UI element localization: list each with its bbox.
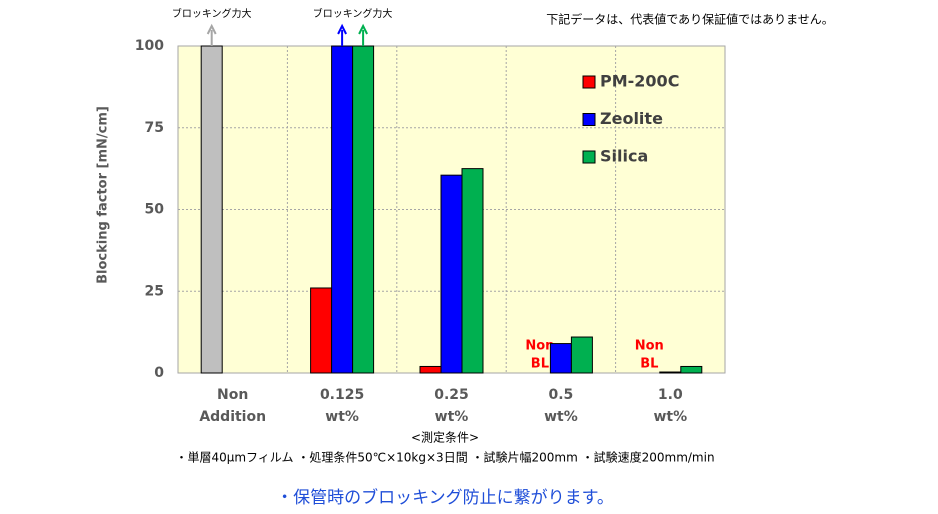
note: 下記データは、代表値であり保証値ではありません。 — [546, 12, 834, 27]
value-label: BL — [640, 357, 658, 372]
bar — [419, 365, 442, 374]
value-label: Non — [635, 339, 664, 354]
y-tick-label: 75 — [145, 120, 164, 136]
x-tick-label: 0.5 — [548, 387, 573, 403]
y-tick-label: 50 — [145, 202, 165, 218]
y-tick-label: 0 — [154, 365, 164, 381]
x-tick-label: wt% — [653, 409, 687, 425]
bar — [310, 287, 333, 374]
legend-label: Zeolite — [600, 109, 663, 128]
legend-swatch — [582, 113, 596, 126]
conditions: ・単層40µmフィルム ・処理条件50℃×10kg×3日間 ・試験片幅200mm… — [175, 450, 714, 465]
annotation: ブロッキング力大 — [172, 7, 252, 20]
bar — [352, 45, 375, 374]
arrow-head — [206, 23, 217, 35]
x-tick-label: 1.0 — [658, 387, 683, 403]
x-tick-label: 0.25 — [434, 387, 469, 403]
bar — [659, 371, 682, 374]
bar — [331, 45, 354, 374]
y-tick-label: 100 — [135, 38, 164, 54]
value-label: Non — [525, 339, 554, 354]
bar — [440, 174, 463, 374]
bar — [200, 45, 223, 374]
x-tick-label: wt% — [544, 409, 578, 425]
bar — [570, 336, 593, 374]
legend-label: Silica — [600, 147, 648, 166]
x-tick-label: Addition — [199, 409, 266, 425]
y-tick-label: 25 — [145, 283, 164, 299]
arrow-head — [337, 23, 347, 35]
bar — [680, 365, 703, 374]
x-axis-title: <測定条件> — [411, 430, 479, 445]
arrow-head — [358, 23, 368, 35]
legend-label: PM-200C — [600, 72, 679, 91]
footer: ・保管時のブロッキング防止に繋がります。 — [276, 487, 614, 508]
annotation: ブロッキング力大 — [313, 7, 393, 20]
bar — [549, 343, 572, 374]
x-tick-label: 0.125 — [320, 387, 364, 403]
bar — [461, 168, 484, 374]
x-tick-label: wt% — [325, 409, 359, 425]
legend-swatch — [582, 75, 596, 89]
y-axis-title: Blocking factor [mN/cm] — [96, 106, 111, 284]
value-label: BL — [531, 357, 549, 372]
x-tick-label: wt% — [435, 409, 469, 425]
legend-swatch — [582, 150, 596, 164]
x-tick-label: Non — [217, 387, 248, 403]
